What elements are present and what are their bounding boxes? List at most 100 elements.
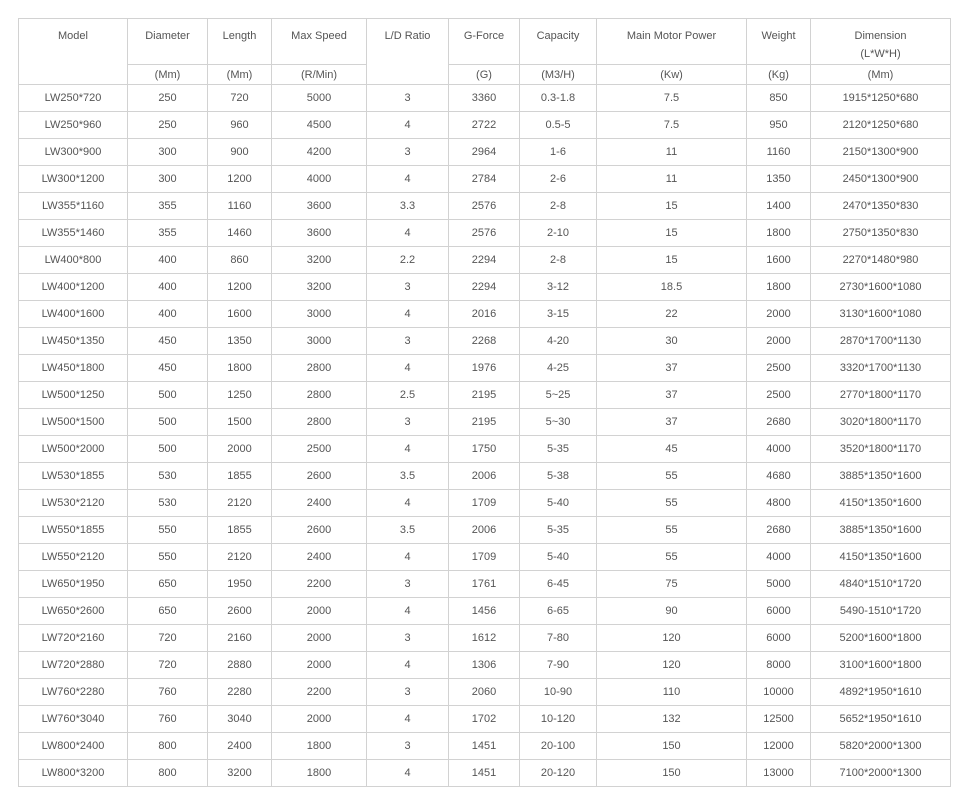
unit-row: (Mm) (Mm) (R/Min) (G) (M3/H) (Kw) (Kg) (…: [19, 64, 951, 85]
table-row: LW250*960 250 960 4500 4 2722 0.5-5 7.5 950 2120*…: [18, 111, 951, 139]
table-cell: LW450*1800: [18, 354, 128, 382]
table-cell: 2400: [271, 543, 367, 571]
table-cell: 4: [366, 651, 449, 679]
table-cell: 2.2: [366, 246, 449, 274]
header-weight: Weight: [746, 18, 811, 65]
table-cell: 550: [127, 543, 208, 571]
table-cell: 2576: [448, 192, 520, 220]
table-cell: 55: [596, 516, 747, 544]
table-cell: 2280: [207, 678, 272, 706]
table-cell: 4000: [746, 435, 811, 463]
table-cell: LW400*1200: [18, 273, 128, 301]
table-cell: 4000: [271, 165, 367, 193]
table-row: LW550*2120 550 2120 2400 4 1709 5-40 55 4000 4150…: [18, 543, 951, 571]
table-cell: 500: [127, 381, 208, 409]
table-cell: 1460: [207, 219, 272, 247]
table-cell: 2500: [746, 381, 811, 409]
table-cell: 2500: [746, 354, 811, 382]
table-row: LW720*2160 720 2160 2000 3 1612 7-80 120 6000 520…: [18, 624, 951, 652]
table-cell: LW355*1460: [18, 219, 128, 247]
table-cell: 3320*1700*1130: [810, 354, 951, 382]
table-cell: 4500: [271, 111, 367, 139]
table-cell: 4892*1950*1610: [810, 678, 951, 706]
table-row: LW650*1950 650 1950 2200 3 1761 6-45 75 5000 4840…: [18, 570, 951, 598]
table-cell: 2195: [448, 381, 520, 409]
table-cell: 6-45: [519, 570, 597, 598]
header-length: Length: [207, 18, 272, 65]
table-cell: 2120: [207, 543, 272, 571]
table-cell: LW760*2280: [18, 678, 128, 706]
table-cell: 1800: [746, 273, 811, 301]
table-cell: 400: [127, 273, 208, 301]
table-cell: 720: [127, 624, 208, 652]
unit-length: (Mm): [207, 64, 272, 85]
table-cell: 5000: [746, 570, 811, 598]
table-cell: 2060: [448, 678, 520, 706]
table-cell: 2880: [207, 651, 272, 679]
table-cell: 5820*2000*1300: [810, 732, 951, 760]
table-cell: 1709: [448, 489, 520, 517]
table-cell: 355: [127, 192, 208, 220]
table-cell: 5~25: [519, 381, 597, 409]
table-cell: 2.5: [366, 381, 449, 409]
table-cell: 300: [127, 138, 208, 166]
table-cell: 530: [127, 489, 208, 517]
table-cell: 20-120: [519, 759, 597, 787]
table-cell: 3200: [207, 759, 272, 787]
table-cell: 850: [746, 84, 811, 112]
header-motor-power: Main Motor Power: [596, 18, 747, 65]
table-cell: 4: [366, 543, 449, 571]
table-row: LW450*1350 450 1350 3000 3 2268 4-20 30 2000 2870…: [18, 327, 951, 355]
table-row: LW500*1250 500 1250 2800 2.5 2195 5~25 37 2500 27…: [18, 381, 951, 409]
table-cell: 2730*1600*1080: [810, 273, 951, 301]
table-cell: 55: [596, 489, 747, 517]
table-row: LW300*900 300 900 4200 3 2964 1-6 11 1160 2150*13…: [18, 138, 951, 166]
table-cell: 2784: [448, 165, 520, 193]
table-cell: 11: [596, 165, 747, 193]
specifications-table: Model Diameter Length Max Speed L/D Rati…: [18, 18, 951, 787]
table-cell: 5490-1510*1720: [810, 597, 951, 625]
table-cell: 2270*1480*980: [810, 246, 951, 274]
header-g-force: G-Force: [448, 18, 520, 65]
table-cell: 5~30: [519, 408, 597, 436]
header-diameter: Diameter: [127, 18, 208, 65]
table-cell: 0.5-5: [519, 111, 597, 139]
table-cell: 18.5: [596, 273, 747, 301]
table-cell: 1915*1250*680: [810, 84, 951, 112]
table-cell: 3600: [271, 192, 367, 220]
table-cell: 650: [127, 597, 208, 625]
table-cell: 4150*1350*1600: [810, 543, 951, 571]
table-cell: 4-25: [519, 354, 597, 382]
table-row: LW400*1600 400 1600 3000 4 2016 3-15 22 2000 3130…: [18, 300, 951, 328]
table-cell: 20-100: [519, 732, 597, 760]
table-cell: 500: [127, 435, 208, 463]
table-cell: 800: [127, 759, 208, 787]
table-cell: LW355*1160: [18, 192, 128, 220]
table-cell: 2576: [448, 219, 520, 247]
table-cell: 3: [366, 408, 449, 436]
table-cell: LW800*3200: [18, 759, 128, 787]
table-cell: 550: [127, 516, 208, 544]
table-cell: 1600: [207, 300, 272, 328]
table-cell: 250: [127, 111, 208, 139]
table-cell: 2450*1300*900: [810, 165, 951, 193]
table-cell: 1800: [271, 732, 367, 760]
table-cell: 4840*1510*1720: [810, 570, 951, 598]
table-cell: 12000: [746, 732, 811, 760]
table-cell: 3: [366, 273, 449, 301]
table-cell: 1400: [746, 192, 811, 220]
table-cell: 1800: [207, 354, 272, 382]
header-ld-ratio: L/D Ratio: [366, 18, 449, 85]
table-cell: 1350: [207, 327, 272, 355]
table-cell: 5652*1950*1610: [810, 705, 951, 733]
table-cell: 3: [366, 678, 449, 706]
table-cell: 2268: [448, 327, 520, 355]
table-cell: 3: [366, 624, 449, 652]
table-cell: 5-35: [519, 516, 597, 544]
table-row: LW400*800 400 860 3200 2.2 2294 2-8 15 1600 2270*…: [18, 246, 951, 274]
table-cell: 3.3: [366, 192, 449, 220]
table-cell: 55: [596, 462, 747, 490]
table-cell: 2600: [271, 516, 367, 544]
table-cell: 2000: [271, 597, 367, 625]
table-cell: 3360: [448, 84, 520, 112]
